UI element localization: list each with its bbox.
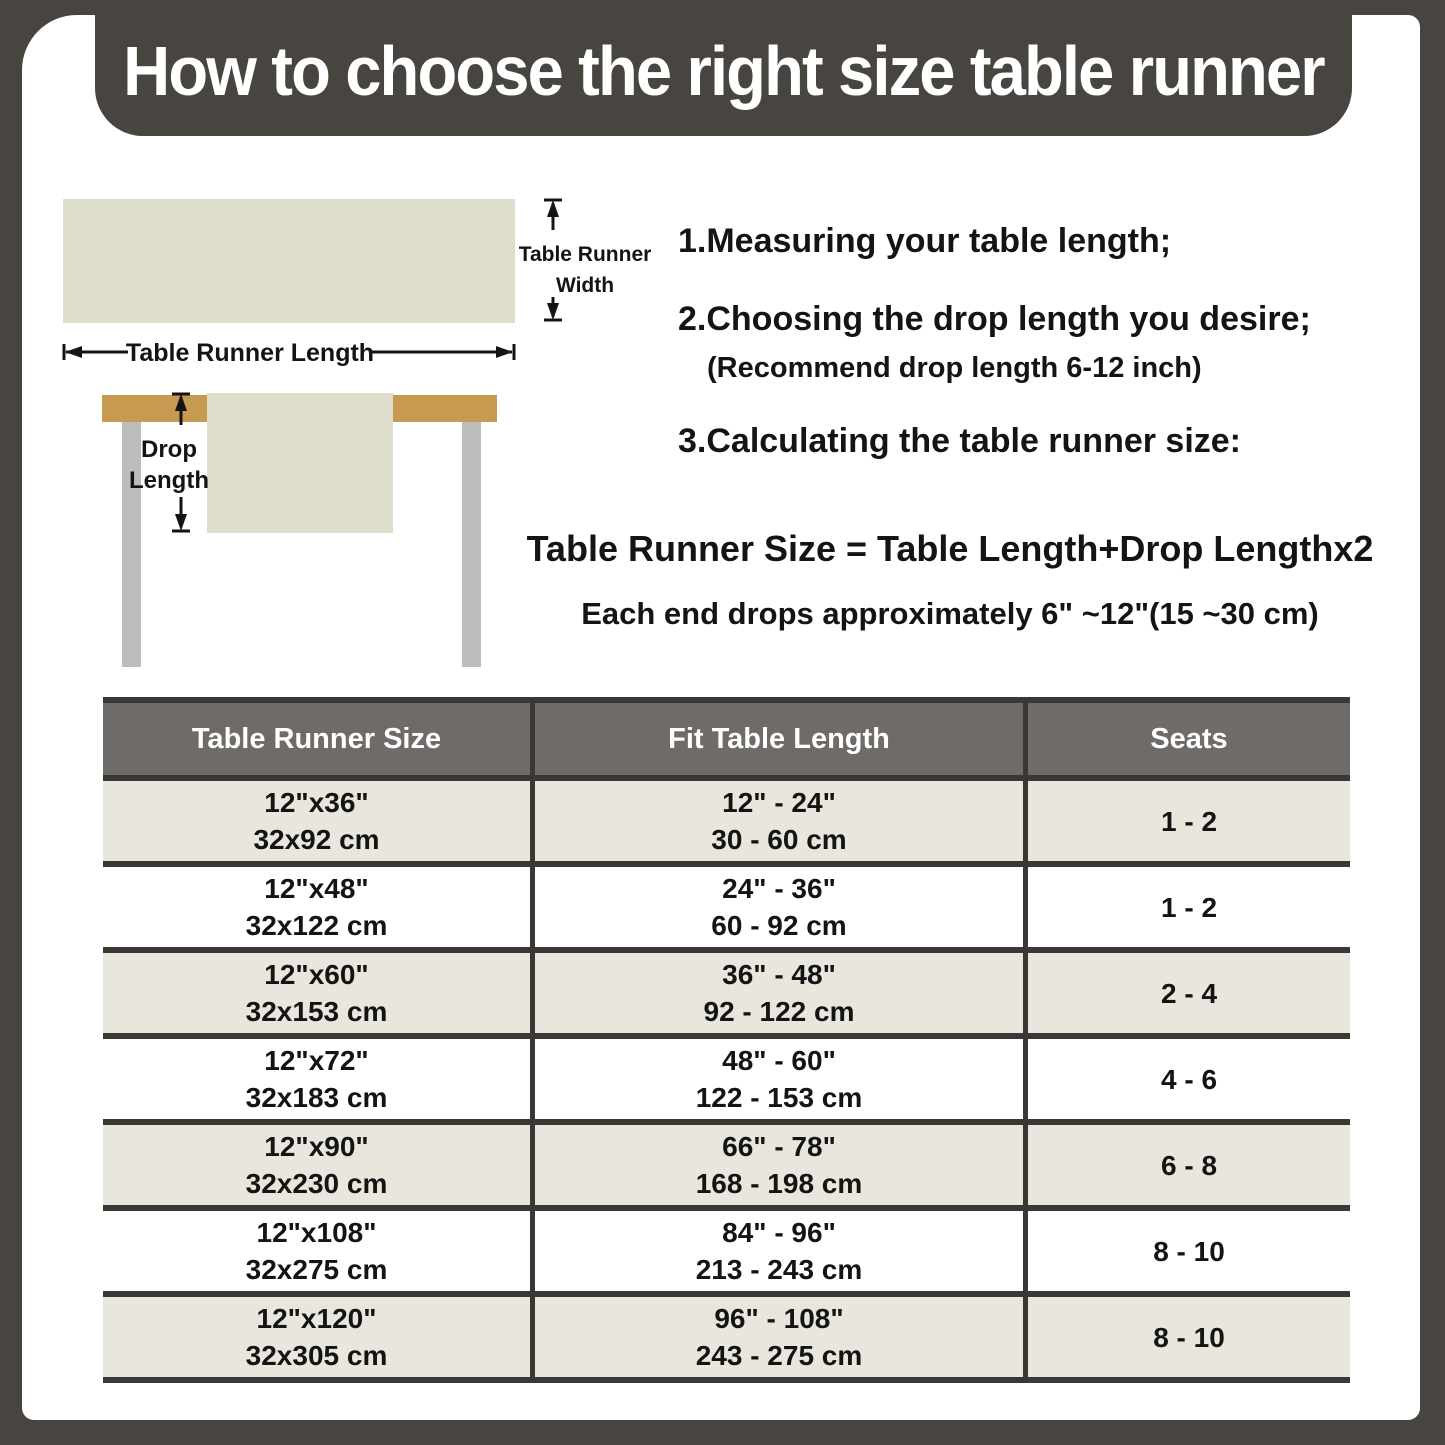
seats-value: 1 - 2 (1160, 891, 1218, 923)
table-cell-runner-size: 12"x48" 32x122 cm (103, 867, 530, 953)
table-cell-fit-length: 48" - 60" 122 - 153 cm (530, 1039, 1023, 1125)
header-banner: How to choose the right size table runne… (95, 0, 1352, 136)
table-cell-runner-size: 12"x72" 32x183 cm (103, 1039, 530, 1125)
table-cell-fit-length: 96" - 108" 243 - 275 cm (530, 1297, 1023, 1383)
table-cell-seats: 8 - 10 (1023, 1297, 1350, 1383)
size-inches: 12"x36" (264, 787, 369, 818)
fit-inches: 84" - 96" (722, 1217, 836, 1248)
fit-cm: 243 - 275 cm (695, 1340, 863, 1371)
table-cell-seats: 8 - 10 (1023, 1211, 1350, 1297)
seats-value: 1 - 2 (1160, 805, 1218, 837)
seats-value: 2 - 4 (1160, 977, 1218, 1009)
fit-inches: 96" - 108" (714, 1303, 844, 1334)
size-inches: 12"x90" (264, 1131, 369, 1162)
instruction-step-2: 2.Choosing the drop length you desire; (678, 300, 1311, 338)
instruction-step-3: 3.Calculating the table runner size: (678, 422, 1242, 460)
column-header-fit-length: Fit Table Length (530, 697, 1023, 781)
table-cell-fit-length: 66" - 78" 168 - 198 cm (530, 1125, 1023, 1211)
size-inches: 12"x72" (264, 1045, 369, 1076)
size-chart-table: Table Runner Size Fit Table Length Seats… (103, 697, 1350, 1383)
size-inches: 12"x120" (256, 1303, 377, 1334)
table-cell-seats: 4 - 6 (1023, 1039, 1350, 1125)
size-cm: 32x183 cm (245, 1082, 388, 1113)
arrow-right-icon (496, 346, 513, 358)
instruction-step-1: 1.Measuring your table length; (678, 222, 1172, 260)
arrow-up-icon (547, 200, 559, 217)
table-cell-fit-length: 24" - 36" 60 - 92 cm (530, 867, 1023, 953)
size-cm: 32x305 cm (245, 1340, 388, 1371)
page-title: How to choose the right size table runne… (123, 32, 1325, 110)
table-drop-diagram: Drop Length (102, 392, 497, 667)
formula-block: Table Runner Size = Table Length+Drop Le… (480, 528, 1420, 632)
table-cell-seats: 6 - 8 (1023, 1125, 1350, 1211)
fit-cm: 122 - 153 cm (695, 1082, 863, 1113)
formula-text: Table Runner Size = Table Length+Drop Le… (526, 528, 1374, 569)
size-inches: 12"x60" (264, 959, 369, 990)
table-cell-runner-size: 12"x90" 32x230 cm (103, 1125, 530, 1211)
size-cm: 32x92 cm (253, 824, 380, 855)
table-cell-runner-size: 12"x120" 32x305 cm (103, 1297, 530, 1383)
size-cm: 32x122 cm (245, 910, 388, 941)
arrow-down-icon (175, 514, 187, 531)
seats-value: 4 - 6 (1160, 1063, 1218, 1095)
draped-runner-shape (207, 393, 393, 533)
size-cm: 32x275 cm (245, 1254, 388, 1285)
drop-label-line1: Drop (141, 436, 197, 463)
table-cell-runner-size: 12"x60" 32x153 cm (103, 953, 530, 1039)
size-inches: 12"x48" (264, 873, 369, 904)
fit-cm: 92 - 122 cm (703, 996, 855, 1027)
width-label-line2: Width (556, 274, 614, 297)
seats-value: 8 - 10 (1153, 1235, 1225, 1267)
fit-cm: 30 - 60 cm (711, 824, 847, 855)
arrow-left-icon (65, 346, 82, 358)
table-cell-fit-length: 12" - 24" 30 - 60 cm (530, 781, 1023, 867)
arrow-down-icon (547, 303, 559, 320)
length-label: Table Runner Length (126, 339, 374, 367)
runner-dimensions-diagram: Table Runner Width Table Runner Length (62, 198, 652, 367)
table-cell-seats: 1 - 2 (1023, 867, 1350, 953)
table-cell-seats: 2 - 4 (1023, 953, 1350, 1039)
fit-cm: 168 - 198 cm (695, 1168, 863, 1199)
table-runner-shape (63, 199, 515, 323)
size-cm: 32x230 cm (245, 1168, 388, 1199)
fit-cm: 60 - 92 cm (711, 910, 847, 941)
fit-cm: 213 - 243 cm (695, 1254, 863, 1285)
fit-inches: 48" - 60" (722, 1045, 836, 1076)
instruction-step-2-note: (Recommend drop length 6-12 inch) (707, 352, 1202, 384)
column-header-runner-size: Table Runner Size (103, 697, 530, 781)
width-label-line1: Table Runner (519, 243, 652, 266)
seats-value: 6 - 8 (1160, 1149, 1218, 1181)
table-cell-fit-length: 36" - 48" 92 - 122 cm (530, 953, 1023, 1039)
seats-value: 8 - 10 (1153, 1321, 1225, 1353)
table-leg-right (462, 422, 481, 667)
fit-inches: 36" - 48" (722, 959, 836, 990)
fit-inches: 24" - 36" (722, 873, 836, 904)
table-leg-left (122, 422, 141, 667)
arrow-up-icon (175, 394, 187, 411)
fit-inches: 66" - 78" (722, 1131, 836, 1162)
size-inches: 12"x108" (256, 1217, 377, 1248)
fit-inches: 12" - 24" (722, 787, 836, 818)
column-header-seats: Seats (1023, 697, 1350, 781)
table-cell-fit-length: 84" - 96" 213 - 243 cm (530, 1211, 1023, 1297)
table-cell-runner-size: 12"x36" 32x92 cm (103, 781, 530, 867)
table-cell-seats: 1 - 2 (1023, 781, 1350, 867)
size-cm: 32x153 cm (245, 996, 388, 1027)
drop-label-line2: Length (129, 467, 209, 494)
table-cell-runner-size: 12"x108" 32x275 cm (103, 1211, 530, 1297)
formula-note: Each end drops approximately 6" ~12"(15 … (581, 596, 1319, 631)
